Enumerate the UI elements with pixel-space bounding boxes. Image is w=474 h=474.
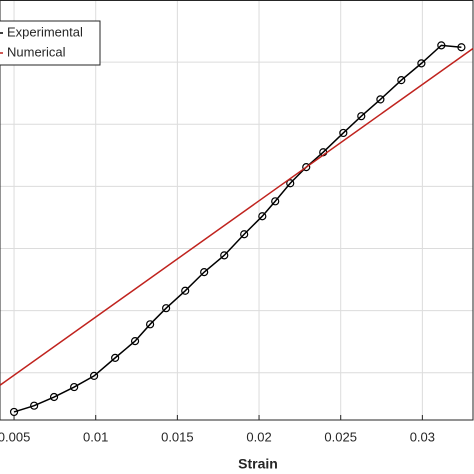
marker [111,353,120,362]
marker [437,41,446,50]
marker [397,76,406,85]
x-tick-label: 0.005 [0,429,30,444]
marker [271,197,280,206]
marker [181,286,190,295]
x-tick-label: 0.03 [410,429,435,444]
marker [200,268,209,277]
legend-box [0,20,101,66]
marker [457,43,466,52]
x-tick-label: 0.01 [83,429,108,444]
marker [145,320,155,329]
legend-label: Numerical [7,44,66,59]
marker [30,401,39,410]
x-tick-label: 0.02 [246,429,271,444]
marker [9,407,19,417]
marker [339,128,348,138]
marker [240,230,249,239]
line [0,47,474,386]
marker [49,392,59,402]
x-axis-label: Strain [238,456,278,472]
plot-area [0,0,473,420]
marker [258,212,267,221]
marker [376,95,385,104]
x-tick-label: 0.025 [324,429,357,444]
marker [220,251,229,260]
marker [302,163,311,172]
marker [162,304,171,313]
line [13,44,462,413]
marker [70,382,79,392]
plot-frame [0,0,474,421]
marker [417,59,426,68]
marker [89,371,99,380]
legend-label: Experimental [7,24,83,39]
marker [286,179,295,188]
marker [130,336,140,346]
x-tick-label: 0.015 [161,429,194,444]
marker [357,112,366,121]
